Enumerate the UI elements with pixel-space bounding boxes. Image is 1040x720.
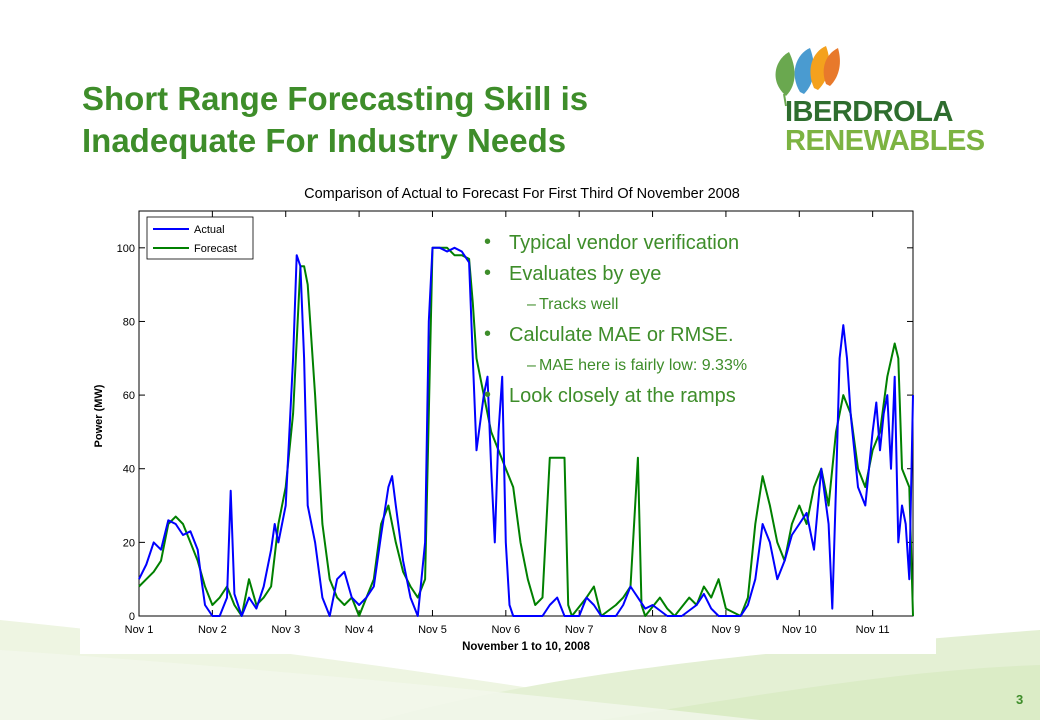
bullet-item: Calculate MAE or RMSE.: [482, 319, 842, 351]
x-axis: Nov 1 Nov 2 Nov 3 Nov 4 Nov 5 Nov 6 Nov 7 Nov 8…: [125, 211, 890, 636]
dash-icon: –: [527, 296, 536, 313]
x-tick-label: Nov 5: [418, 624, 447, 636]
y-tick-label: 40: [123, 464, 135, 476]
sub-bullet-item: – Tracks well: [482, 290, 842, 320]
x-tick-label: Nov 2: [198, 624, 227, 636]
series-layer: [138, 246, 914, 617]
x-tick-label: Nov 1: [125, 624, 154, 636]
legend-box: [146, 216, 254, 260]
bullet-text: Calculate MAE or RMSE.: [509, 324, 734, 346]
chart-legend: Actual Forecast: [146, 216, 254, 260]
logo-wordmark-line2: RENEWABLES: [785, 125, 985, 157]
x-tick-label: Nov 7: [565, 624, 594, 636]
chart-title: Comparison of Actual to Forecast For Fir…: [304, 186, 740, 202]
y-tick-label: 100: [117, 243, 135, 255]
sub-bullet-item: – MAE here is fairly low: 9.33%: [482, 351, 842, 381]
series-line-forecast: [138, 246, 914, 617]
x-tick-label: Nov 11: [856, 624, 890, 636]
y-tick-label: 60: [123, 390, 135, 402]
x-tick-label: Nov 3: [271, 624, 300, 636]
bullet-text: Look closely at the ramps: [509, 385, 736, 407]
x-tick-label: Nov 10: [782, 624, 817, 636]
power-chart: Comparison of Actual to Forecast For Fir…: [93, 186, 914, 653]
x-axis-label: November 1 to 10, 2008: [462, 641, 590, 653]
y-axis-label: Power (MW): [93, 384, 105, 447]
sub-bullet-text: Tracks well: [539, 296, 619, 313]
x-tick-label: Nov 9: [712, 624, 741, 636]
page-number: 3: [1016, 692, 1024, 707]
legend-label-actual: Actual: [194, 224, 225, 236]
x-tick-label: Nov 6: [491, 624, 520, 636]
iberdrola-logo-icon: [775, 46, 840, 107]
bullet-text: Typical vendor verification: [509, 232, 740, 254]
legend-label-forecast: Forecast: [194, 243, 237, 255]
y-tick-label: 80: [123, 316, 135, 328]
bullet-list: Typical vendor verification Evaluates by…: [482, 227, 842, 412]
slide-title: Short Range Forecasting Skill is Inadequ…: [82, 80, 589, 159]
logo-wordmark-line1: IBERDROLA: [785, 96, 953, 128]
y-tick-label: 0: [129, 611, 135, 623]
bullet-item: Typical vendor verification: [482, 227, 842, 259]
x-tick-label: Nov 8: [638, 624, 667, 636]
sub-bullet-text: MAE here is fairly low: 9.33%: [539, 357, 748, 374]
bullet-item: Look closely at the ramps: [482, 380, 842, 412]
x-tick-label: Nov 4: [345, 624, 374, 636]
bullet-item: Evaluates by eye: [482, 258, 842, 290]
series-line-actual: [138, 246, 914, 617]
bullet-text: Evaluates by eye: [509, 263, 662, 285]
dash-icon: –: [527, 357, 536, 374]
y-tick-label: 20: [123, 537, 135, 549]
